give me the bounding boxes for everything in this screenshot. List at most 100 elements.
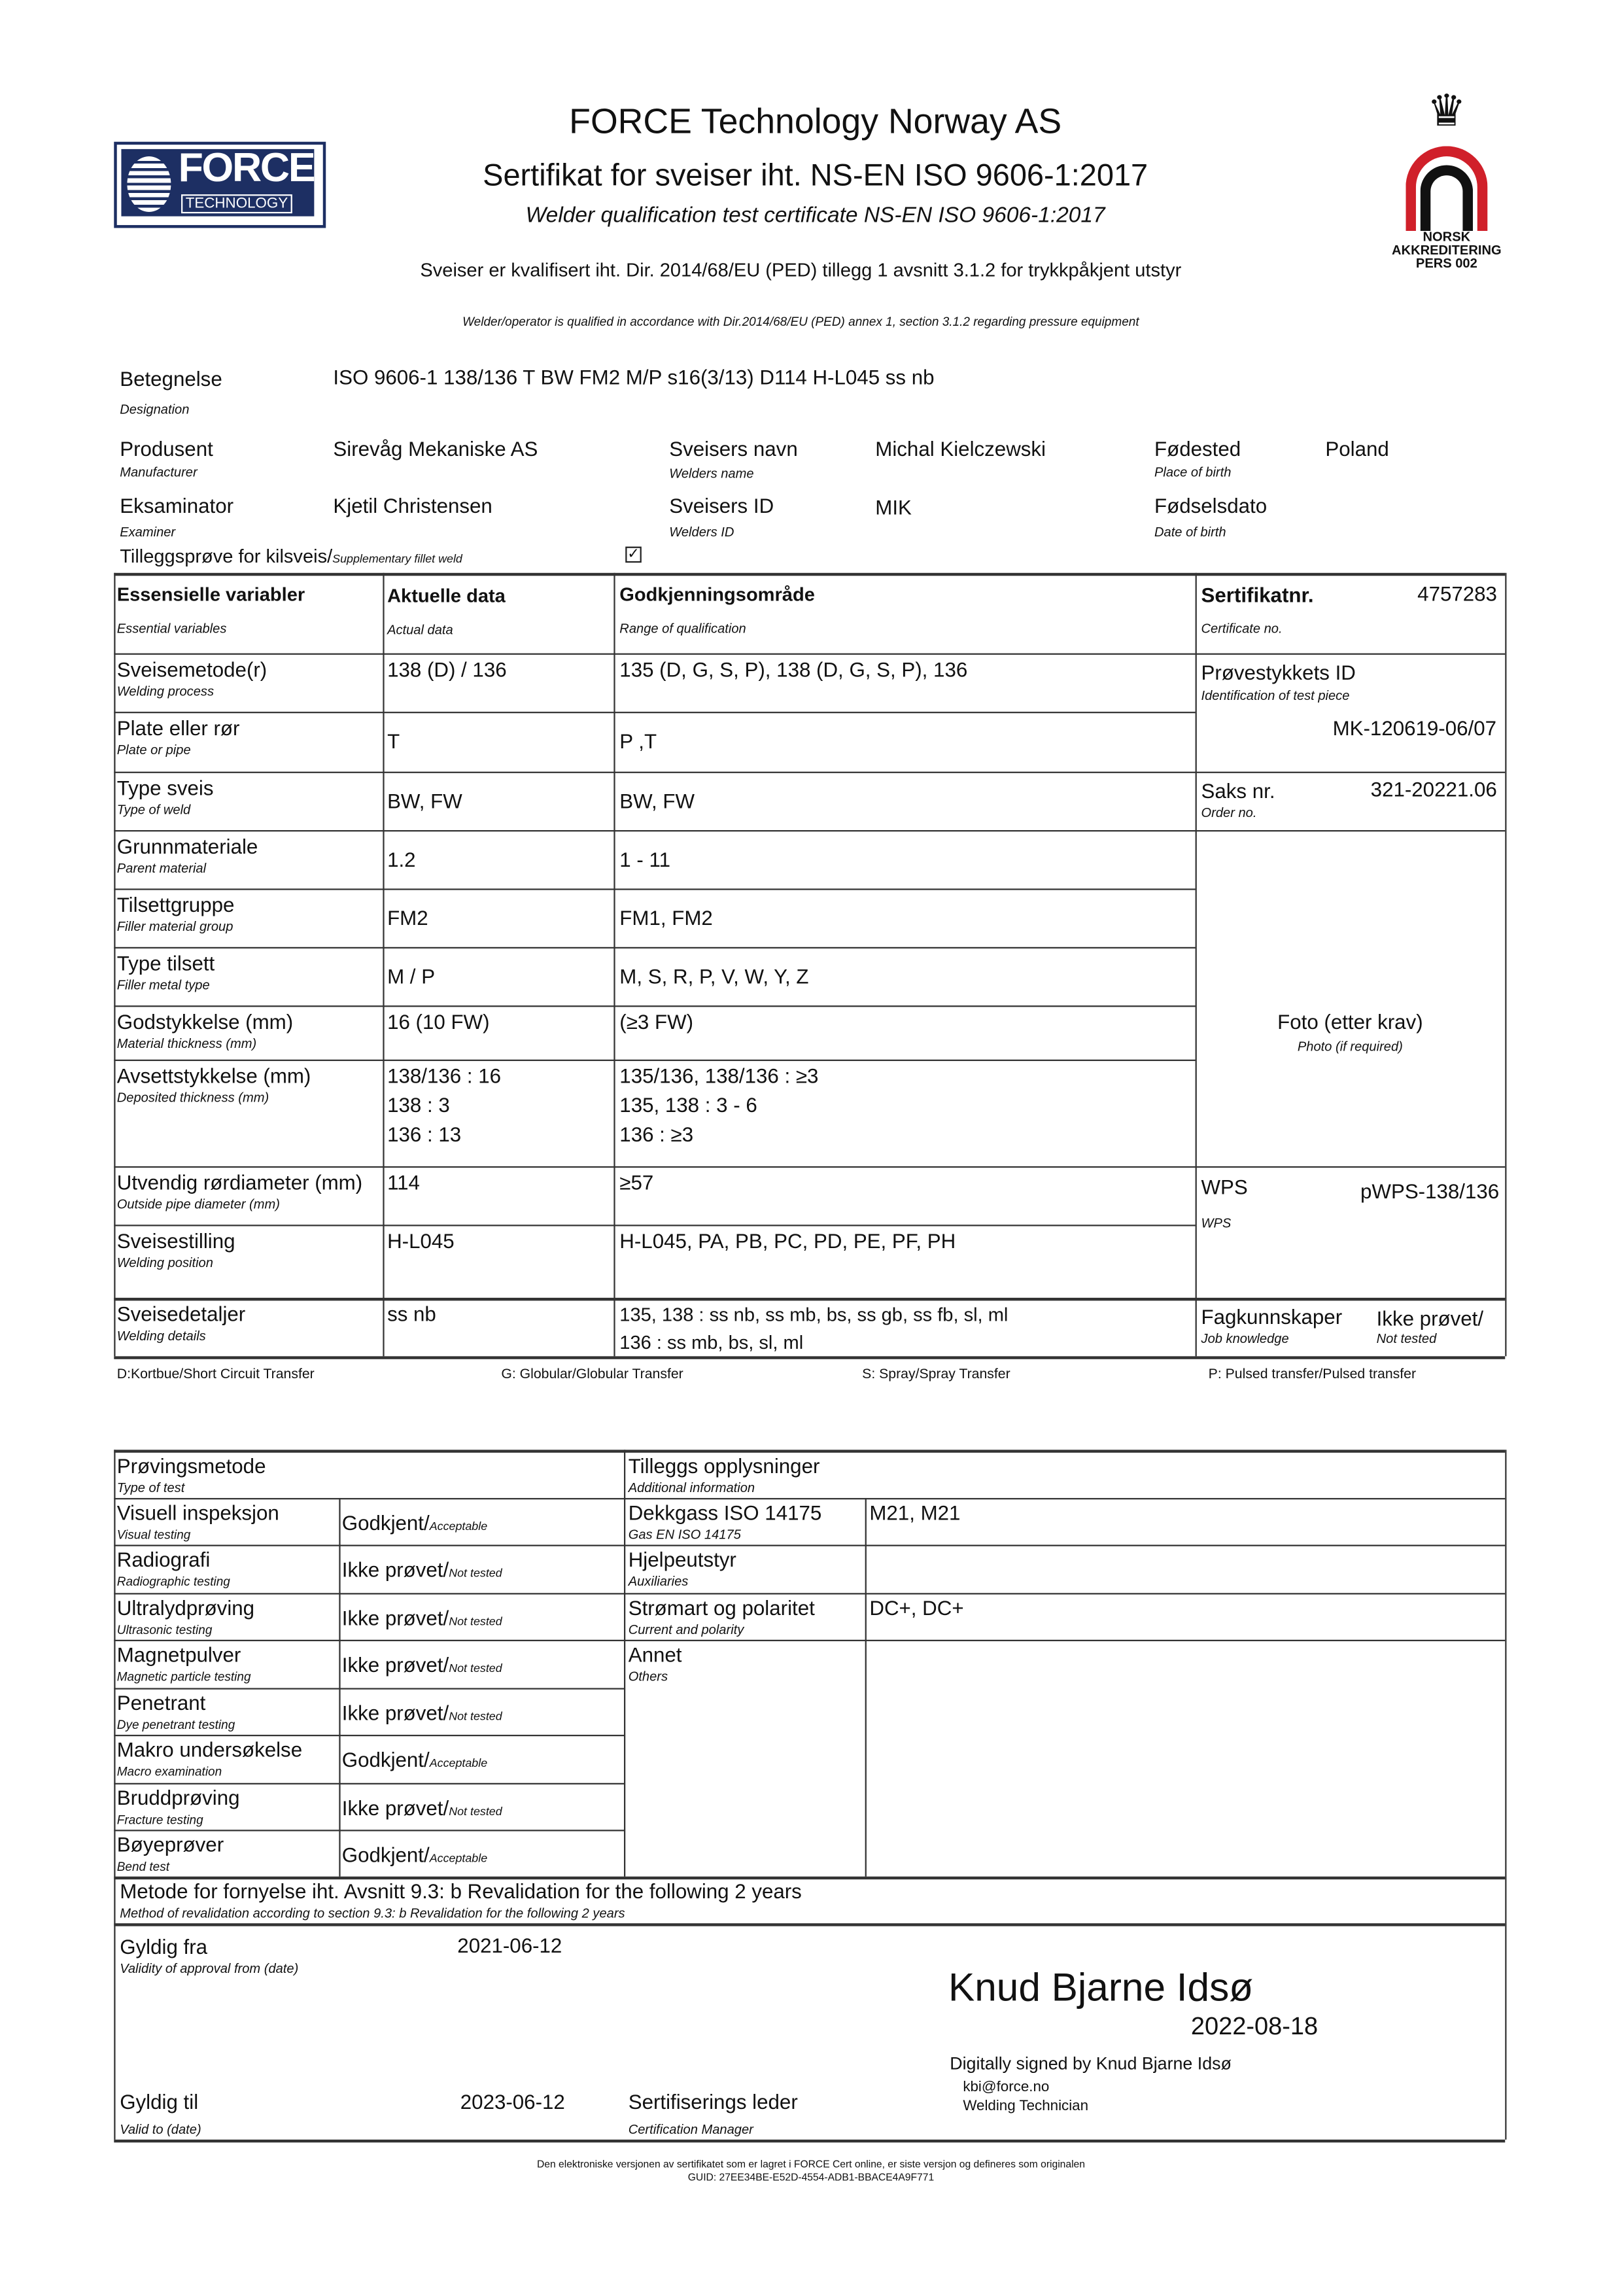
order-no-value: 321-20221.06: [1370, 777, 1497, 801]
table-border: [114, 947, 1196, 948]
welder-id-label-en: Welders ID: [669, 525, 734, 540]
actual-value: ss nb: [387, 1302, 436, 1326]
revalidation-method-en: Method of revalidation according to sect…: [120, 1905, 625, 1921]
additional-info-header: Tilleggs opplysninger: [628, 1454, 820, 1478]
table-border: [114, 1876, 1506, 1880]
table-border: [114, 1225, 1196, 1226]
table-border: [114, 1688, 625, 1690]
additional-info-label: Annet: [628, 1643, 682, 1666]
logo-technology-text: TECHNOLOGY: [181, 194, 292, 214]
table-border: [613, 572, 615, 1357]
variable-label: Avsettstykkelse (mm): [116, 1064, 311, 1088]
actual-value: 114: [387, 1170, 420, 1194]
job-knowledge-label: Fagkunnskaper: [1201, 1305, 1343, 1329]
table-border: [114, 1783, 625, 1784]
actual-value: BW, FW: [387, 789, 462, 813]
test-method-label: Bøyeprøver: [116, 1832, 224, 1856]
additional-info-label-en: Others: [628, 1669, 668, 1684]
test-result-text: Ikke prøvet/: [341, 1557, 449, 1582]
manager-label-en: Certification Manager: [628, 2122, 753, 2137]
test-method-label-en: Ultrasonic testing: [116, 1622, 213, 1637]
manufacturer-label: Produsent: [120, 437, 213, 461]
actual-value: 138 : 3: [387, 1093, 450, 1117]
variable-label-en: Outside pipe diameter (mm): [116, 1196, 280, 1212]
table-border: [1195, 771, 1506, 773]
variable-label-en: Welding details: [116, 1328, 206, 1344]
test-method-label-en: Macro examination: [116, 1764, 222, 1779]
designation-label: Betegnelse: [120, 366, 222, 391]
additional-info-value: DC+, DC+: [869, 1595, 964, 1620]
photo-label: Foto (etter krav): [1277, 1009, 1423, 1034]
valid-to-value: 2023-06-12: [460, 2089, 565, 2113]
additional-info-label-en: Current and polarity: [628, 1622, 744, 1637]
additional-info-label-en: Gas EN ISO 14175: [628, 1527, 741, 1542]
manufacturer-label-en: Manufacturer: [120, 464, 198, 479]
test-result-text: Ikke prøvet/: [341, 1796, 449, 1820]
table-border: [114, 1005, 1196, 1007]
order-no-label-en: Order no.: [1201, 805, 1257, 820]
variable-label-en: Material thickness (mm): [116, 1036, 257, 1051]
fillet-label: Tilleggsprøve for kilsveis/: [120, 545, 333, 567]
variable-label: Sveisestilling: [116, 1228, 235, 1253]
test-result-text-en: Acceptable: [429, 1851, 488, 1865]
crown-icon: ♛: [1426, 88, 1466, 136]
welder-name-label-en: Welders name: [669, 466, 754, 481]
examiner-label: Eksaminator: [120, 494, 234, 517]
designation-value: ISO 9606-1 138/136 T BW FM2 M/P s16(3/13…: [333, 365, 935, 389]
birthplace-label-en: Place of birth: [1154, 464, 1232, 479]
test-result-text: Godkjent/: [341, 1748, 430, 1771]
additional-info-label-en: Auxiliaries: [628, 1574, 689, 1589]
range-value: 135/136, 138/136 : ≥3: [619, 1064, 819, 1088]
test-header: Prøvingsmetode: [116, 1454, 266, 1478]
test-method-label: Ultralydprøving: [116, 1595, 255, 1620]
job-knowledge-label-en: Job knowledge: [1201, 1331, 1289, 1346]
cert-no-label: Sertifikatnr.: [1201, 583, 1314, 607]
table-border: [624, 1450, 626, 1877]
birthdate-label: Fødselsdato: [1154, 494, 1268, 517]
test-result-text-en: Acceptable: [429, 1520, 488, 1533]
variable-label-en: Deposited thickness (mm): [116, 1090, 269, 1105]
globe-icon: [127, 156, 171, 212]
range-value: 135, 138 : 3 - 6: [619, 1093, 757, 1117]
range-value: ≥57: [619, 1170, 654, 1194]
actual-value: FM2: [387, 906, 428, 930]
table-border: [1505, 1450, 1507, 2140]
col-header-actual: Aktuelle data: [387, 584, 506, 607]
fillet-checkbox[interactable]: ✓: [625, 546, 642, 563]
test-method-label-en: Dye penetrant testing: [116, 1717, 235, 1732]
signer-email: kbi@force.no: [963, 2079, 1050, 2096]
welder-name-value: Michal Kielczewski: [875, 437, 1046, 461]
table-border: [114, 830, 1196, 832]
force-logo: FORCE TECHNOLOGY: [114, 141, 326, 228]
range-value: 136 : ≥3: [619, 1122, 694, 1146]
table-border: [624, 1639, 1506, 1642]
range-value: 1 - 11: [619, 847, 670, 871]
test-result: Ikke prøvet/Not tested: [342, 1606, 502, 1629]
valid-to-label: Gyldig til: [120, 2089, 199, 2113]
footer-note: Den elektroniske versjonen av sertifikat…: [536, 2160, 1085, 2170]
birthdate-label-en: Date of birth: [1154, 525, 1226, 540]
cert-no-label-en: Certificate no.: [1201, 621, 1283, 636]
table-border: [114, 1450, 1506, 1453]
variable-label: Sveisemetode(r): [116, 657, 267, 682]
logo-force-text: FORCE: [178, 145, 316, 190]
range-value: FM1, FM2: [619, 906, 713, 930]
variable-label: Utvendig rørdiameter (mm): [116, 1170, 363, 1194]
table-border: [865, 1498, 867, 1877]
table-border: [114, 1059, 1196, 1062]
welder-id-value: MIK: [875, 495, 912, 519]
variable-label-en: Plate or pipe: [116, 742, 191, 757]
range-value: (≥3 FW): [619, 1009, 694, 1034]
table-border: [1195, 1166, 1506, 1168]
accreditation-logo: ♛ NORSK AKKREDITERING PERS 002: [1388, 85, 1505, 275]
photo-label-en: Photo (if required): [1297, 1039, 1403, 1054]
table-border: [114, 1498, 625, 1500]
test-result: Godkjent/Acceptable: [342, 1511, 487, 1535]
table-border: [114, 572, 1506, 576]
signer-role: Welding Technician: [963, 2098, 1089, 2115]
actual-value: M / P: [387, 964, 436, 988]
test-method-label: Visuell inspeksjon: [116, 1501, 279, 1525]
actual-value: H-L045: [387, 1228, 455, 1253]
examiner-label-en: Examiner: [120, 525, 176, 540]
